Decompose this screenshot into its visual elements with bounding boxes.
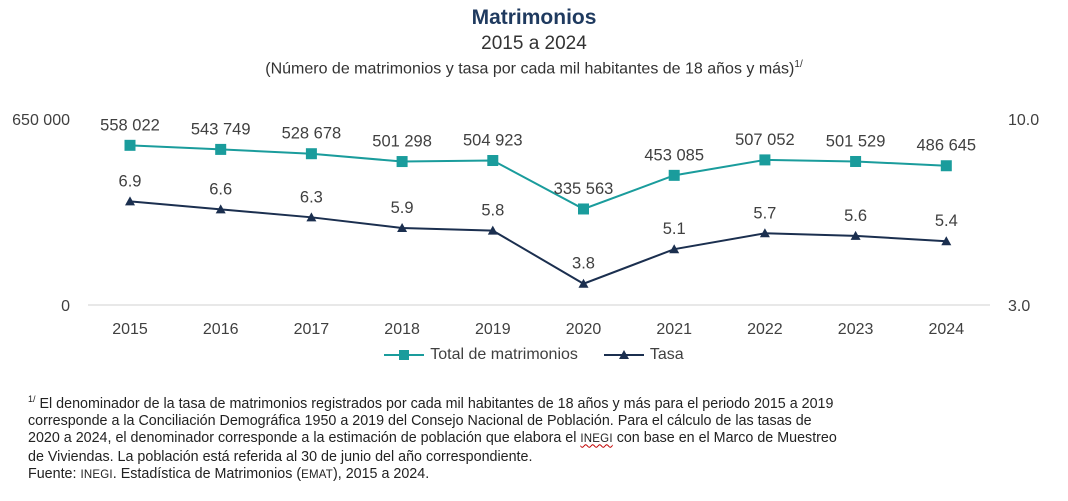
point-total-2022 xyxy=(759,154,771,166)
point-total-2024 xyxy=(940,160,952,172)
point-tasa-2023 xyxy=(850,230,861,240)
series-tasa: 6.9 6.6 6.3 5.9 5.8 3.8 5.1 5.7 5.6 5.4 xyxy=(119,172,958,288)
units-note-mark: 1/ xyxy=(794,59,803,70)
data-label-tasa-2022: 5.7 xyxy=(753,204,776,222)
legend-item-total: Total de matrimonios xyxy=(384,346,578,364)
legend-label-tasa: Tasa xyxy=(649,346,684,363)
x-tick-label-2019: 2019 xyxy=(475,321,511,338)
data-label-total-2020: 335 563 xyxy=(554,180,614,198)
data-label-total-2023: 501 529 xyxy=(826,132,886,150)
data-label-total-2022: 507 052 xyxy=(735,131,795,149)
point-tasa-2019 xyxy=(487,225,498,235)
data-label-total-2021: 453 085 xyxy=(644,146,704,164)
point-total-2018 xyxy=(396,156,408,168)
chart-units: (Número de matrimonios y tasa por cada m… xyxy=(0,59,1068,78)
x-tick-label-2022: 2022 xyxy=(747,321,783,338)
footnote-line-1: 1/ El denominador de la tasa de matrimon… xyxy=(28,391,1048,413)
data-label-tasa-2021: 5.1 xyxy=(663,220,686,238)
chart-axes: 650 000 0 10.0 3.0 xyxy=(12,112,1039,315)
series-total-matrimonios: 558 022 543 749 528 678 501 298 504 923 335 5… xyxy=(100,116,976,215)
series-line-total xyxy=(129,144,947,211)
legend-label-total: Total de matrimonios xyxy=(430,346,578,363)
point-total-2019 xyxy=(487,155,499,167)
source-line: Fuente: INEGI. Estadística de Matrimonio… xyxy=(28,466,1048,484)
x-tick-labels: 2015 2016 2017 2018 2019 2020 2021 2022 2023 2024 xyxy=(112,321,964,338)
source-prefix: Fuente: xyxy=(28,465,81,482)
point-total-2021 xyxy=(668,169,680,181)
x-tick-label-2023: 2023 xyxy=(838,321,874,338)
point-tasa-2015 xyxy=(125,196,135,206)
data-label-tasa-2017: 6.3 xyxy=(300,188,323,206)
left-axis-max-label: 650 000 xyxy=(12,112,70,129)
point-total-2017 xyxy=(305,148,317,160)
source-emat: EMAT xyxy=(301,468,333,481)
right-axis-min-label: 3.0 xyxy=(1008,298,1030,315)
legend-item-tasa: Tasa xyxy=(603,346,684,364)
data-label-total-2024: 486 645 xyxy=(916,137,976,155)
footnote-line-3: 2020 a 2024, el denominador corresponde … xyxy=(28,430,1048,448)
footnote-text-3b: con base en el Marco de Muestreo xyxy=(612,430,837,447)
data-label-total-2018: 501 298 xyxy=(372,133,432,151)
data-label-tasa-2016: 6.6 xyxy=(209,180,232,198)
x-tick-label-2024: 2024 xyxy=(929,321,965,338)
chart-legend: Total de matrimonios Tasa xyxy=(0,346,1068,364)
footnote-text-1: El denominador de la tasa de matrimonios… xyxy=(39,395,834,412)
data-label-total-2016: 543 749 xyxy=(191,120,251,138)
point-tasa-2024 xyxy=(941,236,952,246)
footnote-line-2: corresponde a la Conciliación Demográfic… xyxy=(28,413,812,430)
footnote: 1/ El denominador de la tasa de matrimon… xyxy=(28,391,1048,484)
point-total-2023 xyxy=(850,155,862,167)
data-label-tasa-2024: 5.4 xyxy=(935,212,958,230)
data-label-tasa-2015: 6.9 xyxy=(119,172,142,190)
chart-title: Matrimonios xyxy=(471,6,597,29)
source-end: ), 2015 a 2024. xyxy=(333,465,430,482)
series-line-tasa xyxy=(129,200,947,285)
point-tasa-2022 xyxy=(759,228,770,238)
point-total-2020 xyxy=(578,203,589,215)
footnote-mark: 1/ xyxy=(28,394,36,404)
x-tick-label-2021: 2021 xyxy=(656,321,692,338)
line-chart: 650 000 0 10.0 3.0 2015 2016 2017 2018 2019 2… xyxy=(12,112,1039,338)
right-axis-max-label: 10.0 xyxy=(1008,112,1039,129)
x-tick-label-2015: 2015 xyxy=(112,321,148,338)
point-tasa-2020 xyxy=(578,278,589,288)
left-axis-min-label: 0 xyxy=(61,298,70,315)
data-label-tasa-2020: 3.8 xyxy=(572,255,595,273)
x-tick-label-2016: 2016 xyxy=(203,321,239,338)
footnote-text-3a: 2020 a 2024, el denominador corresponde … xyxy=(28,430,581,447)
point-tasa-2017 xyxy=(306,212,317,222)
x-tick-label-2020: 2020 xyxy=(566,321,602,338)
footnote-line-4: de Viviendas. La población está referida… xyxy=(28,448,533,465)
source-inegi: INEGI xyxy=(80,468,113,481)
data-label-tasa-2023: 5.6 xyxy=(844,207,867,225)
units-text: (Número de matrimonios y tasa por cada m… xyxy=(265,60,795,78)
point-total-2015 xyxy=(124,139,136,151)
x-tick-label-2017: 2017 xyxy=(294,321,330,338)
footnote-inegi: INEGI xyxy=(580,433,613,446)
data-label-total-2017: 528 678 xyxy=(282,125,342,143)
data-label-tasa-2019: 5.8 xyxy=(481,202,504,220)
x-tick-label-2018: 2018 xyxy=(384,321,420,338)
data-label-tasa-2018: 5.9 xyxy=(391,199,414,217)
source-middle: . Estadística de Matrimonios ( xyxy=(112,465,302,482)
point-tasa-2018 xyxy=(397,222,408,232)
point-tasa-2021 xyxy=(669,244,680,254)
point-total-2016 xyxy=(215,143,227,155)
legend-swatch-square-icon xyxy=(384,350,425,360)
data-label-total-2019: 504 923 xyxy=(463,132,523,150)
data-label-total-2015: 558 022 xyxy=(100,116,160,134)
point-tasa-2016 xyxy=(215,204,226,214)
legend-swatch-triangle-icon xyxy=(603,350,644,359)
chart-period: 2015 a 2024 xyxy=(481,33,587,54)
